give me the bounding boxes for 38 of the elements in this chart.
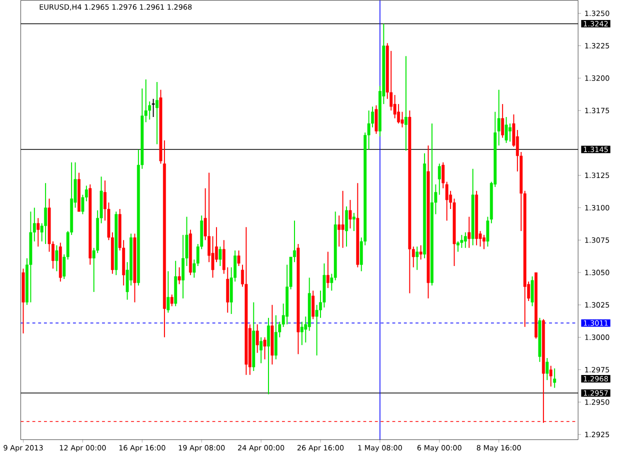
- candlestick: [404, 56, 408, 152]
- candlestick: [263, 336, 266, 360]
- candlestick: [482, 234, 486, 250]
- candlestick: [156, 81, 158, 145]
- candlestick: [55, 244, 58, 272]
- candlestick: [348, 199, 352, 229]
- candlestick: [553, 368, 556, 388]
- candlestick: [374, 104, 378, 134]
- candlestick: [267, 317, 270, 395]
- candlestick: [256, 324, 259, 354]
- candlestick: [182, 234, 185, 299]
- candlestick: [170, 294, 174, 307]
- candlestick: [419, 244, 422, 260]
- candlestick: [416, 246, 419, 270]
- candlestick: [546, 357, 549, 380]
- candlestick: [218, 246, 222, 266]
- candlestick: [352, 212, 356, 232]
- candlestick: [237, 250, 240, 266]
- candlestick: [152, 98, 155, 118]
- candlestick: [260, 336, 263, 364]
- candlestick: [464, 232, 467, 248]
- candlestick: [508, 122, 512, 142]
- candlestick: [36, 218, 40, 247]
- candlestick: [166, 270, 170, 314]
- candlestick: [460, 234, 464, 248]
- candlestick: [338, 214, 341, 247]
- candlestick: [341, 190, 344, 248]
- candlestick: [178, 266, 181, 285]
- candlestick: [530, 276, 534, 307]
- candlestick: [44, 182, 48, 244]
- candlestick: [326, 251, 330, 288]
- candlestick: [501, 103, 504, 138]
- candlestick: [345, 206, 348, 247]
- candlestick: [274, 314, 278, 360]
- candlestick: [504, 116, 508, 144]
- candlestick: [312, 290, 315, 320]
- candlestick: [549, 365, 552, 387]
- candlestick: [468, 216, 471, 248]
